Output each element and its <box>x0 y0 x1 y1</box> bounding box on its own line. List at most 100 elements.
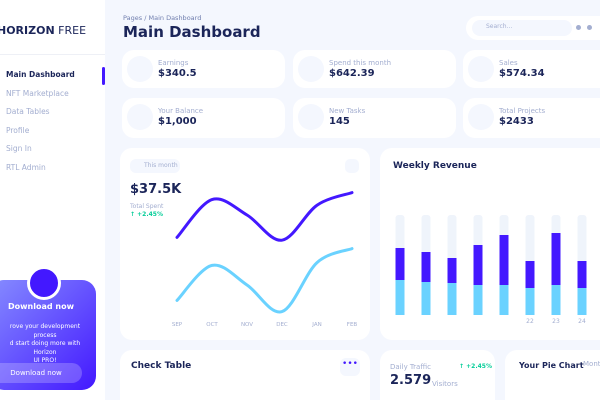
x-tick-label: FEB <box>347 322 358 328</box>
change-value: +2.45% <box>137 211 163 218</box>
menu-item[interactable]: Data Tables <box>6 107 50 117</box>
stat-icon <box>127 104 153 130</box>
bar-segment <box>395 248 405 280</box>
logo-light: FREE <box>58 24 87 37</box>
stat-label: Sales <box>499 59 518 67</box>
spent-card <box>120 148 370 340</box>
stat-value: $340.5 <box>158 68 197 79</box>
x-tick-label: 24 <box>578 318 586 325</box>
bar-segment <box>395 280 405 315</box>
bar-segment <box>551 285 561 315</box>
bar-segment <box>499 235 509 285</box>
stat-label: Total Projects <box>499 107 546 115</box>
x-tick-label: 23 <box>552 318 560 325</box>
x-tick-label: DEC <box>276 322 288 328</box>
breadcrumb-separator: / <box>144 14 147 22</box>
menu-item[interactable]: Profile <box>6 125 30 135</box>
page-title: Main Dashboard <box>123 23 261 41</box>
bar-segment <box>499 285 509 315</box>
menu-item[interactable]: RTL Admin <box>6 163 46 172</box>
x-tick-label: JAN <box>311 322 321 328</box>
x-tick-label: NOV <box>241 322 253 328</box>
menu-item[interactable]: Main Dashboard <box>6 70 75 79</box>
line-series <box>175 247 354 314</box>
bar-segment <box>525 261 535 288</box>
stat-icon <box>468 56 494 82</box>
notification-icon[interactable] <box>576 25 581 30</box>
bar-segment <box>525 288 535 315</box>
traffic-label: Daily Traffic <box>390 363 431 371</box>
breadcrumb: Pages / Main Dashboard <box>123 14 201 22</box>
revenue-title: Weekly Revenue <box>393 161 477 171</box>
stat-value: $1,000 <box>158 116 197 127</box>
bar-segment <box>447 283 457 315</box>
bar-segment <box>421 282 431 315</box>
bar-segment <box>577 261 587 288</box>
stat-value: $642.39 <box>329 68 375 79</box>
stat-icon <box>298 104 324 130</box>
stat-value: $2433 <box>499 116 534 127</box>
traffic-unit: Visitors <box>432 380 458 388</box>
traffic-change: ↑ +2.45% <box>459 363 492 370</box>
menu-item[interactable]: Sign In <box>6 144 32 154</box>
pie-card <box>505 350 600 400</box>
stat-label: Spend this month <box>329 59 392 67</box>
bar-segment <box>473 245 483 285</box>
x-tick-label: OCT <box>206 322 218 328</box>
stat-card: New Tasks 145 <box>293 98 456 138</box>
spent-change: ↑ +2.45% <box>130 211 163 218</box>
promo-icon <box>27 266 61 300</box>
spent-value: $37.5K <box>130 182 182 197</box>
stat-icon <box>468 104 494 130</box>
promo-line: UI PRO! <box>33 357 57 364</box>
stat-card: Your Balance $1,000 <box>122 98 285 138</box>
logo: HORIZON FREE <box>0 24 86 37</box>
promo-line: rove your development process <box>9 323 81 339</box>
bar-segment <box>577 288 587 315</box>
check-table-card <box>120 350 370 400</box>
pie-period[interactable]: Month <box>583 360 600 368</box>
bar-segment <box>473 285 483 315</box>
period-pill[interactable] <box>130 159 180 173</box>
promo-text: rove your development process d start doi… <box>0 323 92 366</box>
traffic-card <box>380 350 495 400</box>
stat-card: Spend this month $642.39 <box>293 50 456 88</box>
search-box[interactable] <box>472 20 572 36</box>
promo-title: Download now <box>8 302 74 311</box>
revenue-card <box>380 148 600 340</box>
stat-label: Earnings <box>158 59 189 67</box>
download-button[interactable]: Download now <box>0 363 82 383</box>
breadcrumb-parent[interactable]: Pages <box>123 14 143 22</box>
active-indicator <box>102 67 105 85</box>
menu-item[interactable]: NFT Marketplace <box>6 88 69 98</box>
period-label: This month <box>144 162 178 169</box>
stat-icon <box>127 56 153 82</box>
stat-value: $574.34 <box>499 68 545 79</box>
divider <box>0 54 105 55</box>
logo-bold: HORIZON <box>0 24 55 37</box>
stat-icon <box>298 56 324 82</box>
x-tick-label: SEP <box>172 322 183 328</box>
bar-segment <box>447 258 457 283</box>
x-tick-label: 22 <box>526 318 534 325</box>
search-placeholder: Search... <box>486 23 513 30</box>
bar-segment <box>551 233 561 285</box>
change-value: +2.45% <box>466 363 492 370</box>
table-title: Check Table <box>131 361 192 371</box>
breadcrumb-current: Main Dashboard <box>148 14 202 22</box>
line-series <box>175 191 354 242</box>
spent-caption: Total Spent <box>130 203 164 210</box>
chart-button[interactable] <box>345 159 359 173</box>
stat-card: Sales $574.34 <box>463 50 600 88</box>
stat-card: Total Projects $2433 <box>463 98 600 138</box>
promo-line: d start doing more with Horizon <box>9 340 81 356</box>
menu-button[interactable]: ••• <box>340 358 360 376</box>
theme-icon[interactable] <box>587 25 592 30</box>
bar-segment <box>421 252 431 282</box>
pie-title: Your Pie Chart <box>519 361 584 370</box>
stat-label: New Tasks <box>329 107 366 115</box>
stat-value: 145 <box>329 116 350 127</box>
stat-label: Your Balance <box>158 107 204 115</box>
